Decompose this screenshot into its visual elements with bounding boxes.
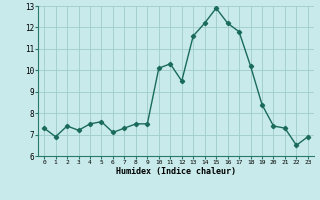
X-axis label: Humidex (Indice chaleur): Humidex (Indice chaleur): [116, 167, 236, 176]
